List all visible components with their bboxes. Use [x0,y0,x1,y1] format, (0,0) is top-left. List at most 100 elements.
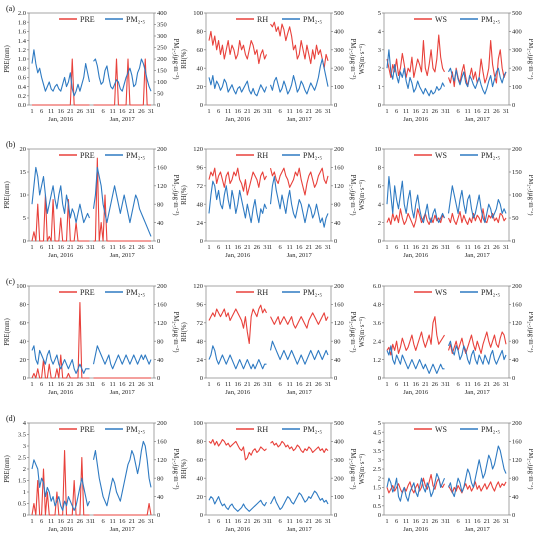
left-axis-title: RH(%) [181,322,188,342]
x-tick-label: 31 [148,381,155,388]
x-tick-label: 11 [403,108,409,115]
x-tick-label: 11 [48,244,54,251]
left-tick-label: 0 [200,375,203,382]
x-tick-label: 16 [413,381,420,388]
x-tick-label: 26 [315,108,322,115]
series-pm25-2017 [447,445,507,498]
left-tick-label: 2.5 [373,466,381,473]
legend: RH PM₂.₅ [236,15,322,24]
x-tick-label: 6 [101,108,105,115]
plot-frame [28,12,155,106]
x-tick-label: 21 [129,108,136,115]
right-tick-label: 160 [157,165,167,172]
legend: PRE PM₂.₅ [59,288,145,297]
left-tick-label: 0 [200,238,203,245]
left-tick-label: 1 [378,84,381,91]
series-ws-2017 [447,331,507,355]
x-tick-label: 26 [315,518,322,525]
x-tick-label: 11 [110,381,116,388]
left-tick-label: 4 [378,201,382,208]
x-tick-label: 1 [447,108,450,115]
right-tick-label: 0 [512,102,515,109]
left-tick-label: 1.0 [18,56,26,63]
series-rh-2016 [208,167,267,196]
series-pm25-2017 [447,185,507,224]
legend-label-right: PM₂.₅ [303,15,322,24]
x-tick-label: 6 [217,108,221,115]
left-tick-label: 5 [378,420,381,427]
x-tick-label: 11 [403,518,409,525]
x-tick-label: 11 [465,244,471,251]
x-tick-label: 16 [58,381,65,388]
left-tick-label: 0 [378,102,381,109]
x-tick-label: 21 [422,244,429,251]
series-pm25-2016 [208,496,267,512]
right-tick-label: 40 [334,220,341,227]
series-rh-2016 [208,30,268,65]
x-tick-label: 11 [465,381,471,388]
left-tick-label: 4 [378,29,382,36]
plot-frame [205,422,332,516]
legend: WS PM₂.₅ [414,425,500,434]
x-tick-label: 21 [67,381,74,388]
x-tick-label: 31 [263,244,270,251]
x-tick-label: 16 [235,108,242,115]
left-tick-label: 20 [197,494,204,501]
legend-label-right: PM₂.₅ [126,151,145,160]
x-tick-label: 16 [119,381,126,388]
period-label: Jan, 2016 [48,526,74,533]
x-tick-label: 26 [432,381,439,388]
right-tick-label: 120 [334,183,344,190]
left-tick-label: 1 [23,489,26,496]
x-tick-label: 31 [441,518,448,525]
plot-frame [205,285,332,379]
left-axis-title: RH(%) [181,459,188,479]
legend-label-right: PM₂.₅ [303,151,322,160]
x-tick-label: 21 [129,244,136,251]
left-tick-label: 20 [20,146,27,153]
x-tick-label: 11 [465,108,471,115]
x-tick-label: 1 [385,518,388,525]
series-ws-2016 [386,208,445,228]
left-tick-label: 8 [378,165,381,172]
legend-label-right: PM₂.₅ [481,15,500,24]
right-tick-label: 80 [512,338,519,345]
period-label: Jan, 2016 [48,252,74,259]
x-tick-label: 21 [484,381,491,388]
right-tick-label: 150 [157,68,167,75]
left-axis-title: RH(%) [181,49,188,69]
right-tick-label: 160 [334,302,344,309]
x-tick-label: 21 [244,244,251,251]
right-tick-label: 160 [157,439,167,446]
left-tick-label: 40 [197,475,204,482]
left-tick-label: 0 [378,238,381,245]
right-tick-label: 300 [334,457,344,464]
x-tick-label: 26 [77,244,84,251]
series-ws-2016 [386,34,445,78]
left-tick-label: 0.2 [18,93,26,100]
x-tick-label: 1 [385,381,388,388]
right-axis-title: PM₂.₅(μg·m⁻³) [527,174,533,215]
left-axis-title: WS(m·s⁻¹) [359,180,366,211]
x-tick-label: 16 [413,244,420,251]
x-tick-label: 1 [207,244,210,251]
left-tick-label: 5 [378,10,381,17]
legend-label-right: PM₂.₅ [481,425,500,434]
period-label: Jan, 2016 [403,252,429,259]
period-label: Jan, 2016 [48,116,74,123]
right-tick-label: 0 [157,238,160,245]
left-tick-label: 1.2 [18,47,26,54]
x-tick-label: 16 [296,244,303,251]
left-tick-label: 0.6 [18,75,27,82]
x-tick-label: 11 [225,518,231,525]
left-tick-label: 96 [197,302,204,309]
x-tick-label: 16 [474,381,481,388]
right-tick-label: 120 [512,457,522,464]
right-tick-label: 400 [512,29,522,36]
x-tick-label: 26 [254,381,261,388]
right-tick-label: 160 [334,165,344,172]
series-pm25-2017 [269,340,329,365]
period-label: Jan, 2017 [110,389,136,396]
x-tick-label: 6 [40,381,44,388]
